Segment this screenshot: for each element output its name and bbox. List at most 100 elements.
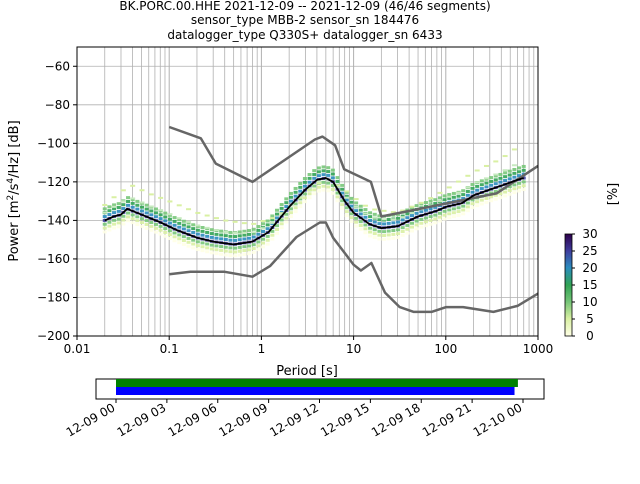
heatmap-cell [479, 198, 484, 202]
colorbar: 0 5 10 15 20 25 30 [%] [564, 183, 621, 343]
heatmap-cell [153, 211, 158, 215]
heatmap-cell [377, 229, 382, 233]
heatmap-cell [261, 237, 266, 241]
heatmap-cell [353, 205, 359, 208]
heatmap-cell [340, 203, 345, 207]
heatmap-cell [247, 236, 252, 240]
heatmap-cell [200, 229, 205, 233]
y-tick-label: −100 [37, 136, 70, 150]
heatmap-cell [381, 218, 387, 221]
heatmap-cell [144, 211, 149, 215]
heatmap-cell [153, 207, 158, 211]
heatmap-cell [414, 211, 419, 215]
heatmap-cell [442, 194, 447, 198]
heatmap-cell [307, 192, 312, 196]
heatmap-cell [181, 242, 186, 246]
heatmap-cell [419, 202, 424, 206]
heatmap-cell [130, 198, 135, 202]
heatmap-cell [396, 220, 401, 224]
heatmap-cell [312, 172, 317, 176]
heatmap-cell [521, 180, 526, 184]
heatmap-cell [447, 216, 452, 220]
heatmap-cell [284, 197, 289, 201]
heatmap-cell [475, 188, 480, 192]
heatmap-cell [223, 249, 228, 253]
heatmap-cell [219, 252, 224, 256]
heatmap-cell [498, 172, 503, 176]
heatmap-cell [316, 185, 321, 189]
heatmap-cell [223, 253, 228, 257]
heatmap-cell [503, 190, 508, 194]
heatmap-cell [340, 187, 345, 191]
heatmap-cell [214, 248, 219, 252]
heatmap-cell [270, 233, 275, 237]
heatmap-cell [186, 225, 191, 229]
heatmap-cell [368, 215, 373, 219]
heatmap-cell [200, 245, 205, 249]
heatmap-cell [377, 237, 382, 241]
heatmap-cell [512, 167, 517, 171]
heatmap-cell [330, 172, 335, 176]
heatmap-cell [502, 169, 508, 172]
heatmap-cell [158, 232, 163, 236]
heatmap-cell [279, 203, 284, 207]
heatmap-cell [186, 229, 191, 233]
heatmap-cell [475, 200, 480, 204]
heatmap-cell [475, 204, 480, 208]
heatmap-cell [363, 227, 368, 231]
heatmap-cell [423, 208, 428, 212]
heatmap-cell [418, 201, 424, 204]
heatmap-cell [135, 215, 140, 219]
heatmap-cell [144, 219, 149, 223]
heatmap-cell [177, 237, 182, 241]
heatmap-cell [228, 234, 233, 238]
heatmap-cell [484, 185, 489, 189]
heatmap-cell [191, 230, 196, 234]
heatmap-cell [512, 171, 517, 175]
heatmap-cell [223, 245, 228, 249]
heatmap-cell [205, 250, 210, 254]
heatmap-cell [274, 208, 279, 212]
heatmap-cell [372, 228, 377, 232]
heatmap-cell [358, 220, 363, 224]
y-axis-label: Power [m2/s4/Hz] [dB] [6, 120, 22, 261]
heatmap-cell [163, 234, 168, 238]
heatmap-cell [116, 217, 121, 221]
heatmap-cell [195, 224, 201, 227]
heatmap-cell [456, 210, 461, 214]
heatmap-cell [498, 192, 503, 196]
heatmap-cell [153, 230, 158, 234]
heatmap-cell [126, 211, 131, 215]
heatmap-cell [298, 185, 303, 189]
heatmap-cell [102, 226, 107, 230]
heatmap-cell [330, 184, 335, 188]
heatmap-cell [298, 201, 303, 205]
heatmap-cell [372, 208, 378, 211]
heatmap-cell [130, 197, 136, 200]
heatmap-cell [335, 179, 340, 183]
heatmap-cell [279, 218, 284, 222]
heatmap-cell [112, 218, 117, 222]
heatmap-cell [293, 202, 298, 206]
heatmap-cell [382, 230, 387, 234]
heatmap-cell [195, 211, 201, 214]
heatmap-cell [256, 244, 261, 248]
heatmap-cell [167, 213, 172, 217]
heatmap-cell [223, 230, 229, 233]
heatmap-cell [475, 184, 480, 188]
heatmap-cell [474, 169, 480, 172]
heatmap-cell [358, 224, 363, 228]
heatmap-cell [228, 238, 233, 242]
heatmap-cell [326, 185, 331, 189]
heatmap-cell [503, 179, 508, 183]
heatmap-cell [102, 218, 107, 222]
heatmap-cell [139, 224, 144, 228]
heatmap-cell [409, 229, 414, 233]
heatmap-cell [419, 225, 424, 229]
heatmap-cell [349, 220, 354, 224]
heatmap-cell [377, 233, 382, 237]
heatmap-cell [442, 198, 447, 202]
heatmap-cell [493, 178, 498, 182]
title-line-1: BK.PORC.00.HHE 2021-12-09 -- 2021-12-09 … [119, 0, 490, 13]
